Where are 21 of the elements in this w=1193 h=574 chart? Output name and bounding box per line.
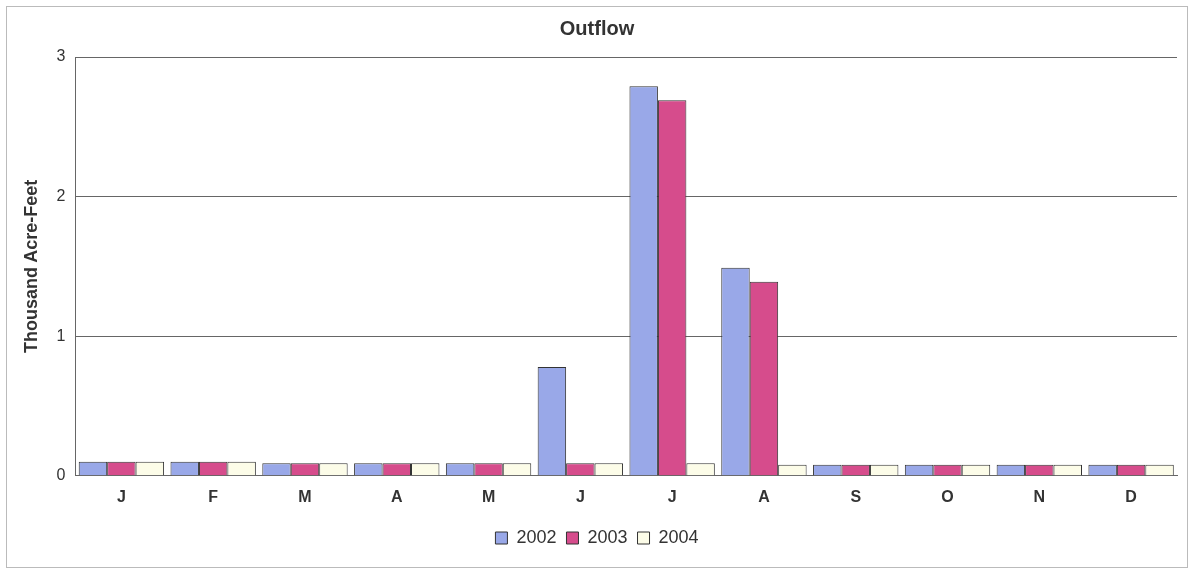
x-tick-label: F [208, 487, 219, 505]
x-tick-label: D [1125, 487, 1137, 505]
x-tick-label: S [850, 487, 862, 505]
chart-title: Outflow [559, 16, 635, 39]
legend-label: 2003 [587, 526, 628, 547]
y-tick-label: 2 [56, 187, 66, 205]
legend-label: 2004 [658, 526, 699, 547]
x-tick-label: J [575, 487, 585, 505]
legend-label: 2002 [516, 526, 557, 547]
x-tick-label: M [298, 487, 312, 505]
x-tick-label: A [758, 487, 771, 505]
x-tick-label: N [1033, 487, 1046, 505]
x-tick-label: O [941, 487, 954, 505]
x-tick-label: J [116, 487, 126, 505]
y-tick-label: 3 [56, 47, 66, 65]
y-tick-label: 1 [56, 326, 66, 344]
x-tick-label: M [481, 487, 496, 505]
x-tick-label: J [667, 487, 677, 505]
y-axis-title: Thousand Acre-Feet [20, 179, 41, 354]
x-tick-label: A [390, 487, 403, 505]
y-tick-label: 0 [56, 466, 66, 484]
